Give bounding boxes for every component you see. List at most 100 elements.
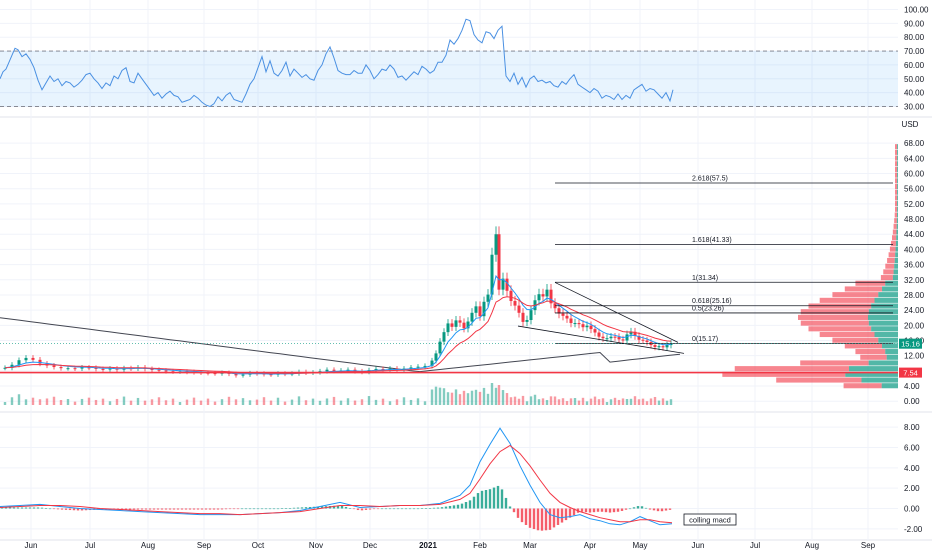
- candle-body: [3, 367, 7, 369]
- volume-bar: [171, 398, 175, 405]
- macd-histogram-bar: [580, 508, 584, 512]
- price-tick-label: 64.00: [904, 154, 925, 163]
- candle-body: [633, 331, 637, 336]
- annotation-box[interactable]: [683, 513, 737, 526]
- volume-bar: [52, 396, 56, 405]
- macd-histogram-bar: [196, 508, 200, 510]
- candle-body: [613, 336, 617, 338]
- rsi-tick-label: 90.00: [904, 19, 925, 28]
- macd-histogram-bar: [264, 508, 268, 510]
- candle-body: [234, 373, 238, 376]
- macd-histogram-bar: [636, 506, 640, 509]
- price-tick-label: 60.00: [904, 170, 925, 179]
- candle-body: [605, 338, 609, 340]
- volume-profile-bar: [868, 320, 898, 326]
- macd-histogram-bar: [308, 506, 312, 509]
- volume-bar: [94, 399, 98, 405]
- volume-bar: [304, 400, 308, 405]
- volume-bar: [497, 385, 501, 405]
- macd-histogram-bar: [620, 508, 624, 511]
- volume-profile-bar: [887, 257, 895, 264]
- candle-body: [645, 340, 649, 343]
- volume-bar: [430, 389, 434, 405]
- volume-bar: [388, 401, 392, 405]
- macd-histogram-bar: [364, 508, 368, 510]
- macd-histogram-bar: [148, 508, 152, 510]
- volume-bar: [374, 399, 378, 405]
- rsi-tick-label: 70.00: [904, 47, 925, 56]
- macd-histogram-bar: [624, 508, 628, 510]
- volume-bar: [192, 397, 196, 405]
- price-tick-label: 52.00: [904, 200, 925, 209]
- candle-body: [466, 321, 470, 329]
- volume-profile-bar: [897, 149, 898, 155]
- annotation-colling-macd[interactable]: colling macd: [689, 516, 731, 525]
- candle-body: [561, 313, 565, 316]
- macd-histogram-bar: [508, 506, 512, 509]
- macd-histogram-bar: [28, 507, 32, 509]
- candle-body: [669, 343, 673, 346]
- macd-histogram-bar: [168, 508, 172, 510]
- macd-histogram-bar: [184, 508, 188, 510]
- macd-histogram-bar: [336, 505, 340, 509]
- macd-pane[interactable]: [0, 427, 673, 531]
- price-tick-label: 44.00: [904, 230, 925, 239]
- macd-histogram-bar: [416, 508, 420, 510]
- volume-bar: [108, 401, 112, 405]
- candle-body: [573, 323, 577, 325]
- macd-signal-line: [0, 444, 673, 524]
- candle-body: [509, 290, 513, 302]
- candle-body: [213, 373, 217, 375]
- volume-bar: [641, 398, 645, 405]
- macd-histogram-bar: [68, 508, 72, 511]
- volume-bar: [553, 396, 557, 405]
- macd-histogram-bar: [244, 508, 248, 510]
- volume-bar: [178, 402, 182, 405]
- volume-profile-bar: [845, 371, 898, 377]
- volume-bar: [416, 398, 420, 405]
- macd-histogram-bar: [232, 508, 236, 510]
- volume-bar: [115, 398, 119, 405]
- volume-bar: [557, 399, 561, 405]
- volume-bar: [505, 393, 509, 405]
- rsi-tick-label: 50.00: [904, 75, 925, 84]
- volume-bar: [597, 399, 601, 405]
- price-pane[interactable]: 2.618(57.5) 1.618(41.33) 1(31.34) 0.618(25.…: [0, 144, 898, 405]
- volume-profile-bar: [895, 252, 898, 258]
- volume-profile-bar: [897, 201, 898, 207]
- macd-histogram-bar: [128, 508, 132, 510]
- macd-histogram-bar: [452, 505, 456, 509]
- volume-bar: [66, 399, 70, 405]
- volume-bar: [129, 400, 133, 405]
- volume-profile-bar: [885, 349, 898, 355]
- volume-profile-bar: [874, 297, 898, 303]
- volume-bar: [3, 402, 7, 405]
- macd-histogram-bar: [208, 508, 212, 510]
- macd-tick-label: 2.00: [904, 484, 920, 493]
- macd-histogram-bar: [220, 508, 224, 510]
- volume-profile-bar: [895, 206, 898, 212]
- volume-bar: [653, 396, 657, 405]
- rsi-pane[interactable]: [0, 18, 898, 108]
- volume-bar: [669, 399, 673, 405]
- macd-histogram-bar: [396, 508, 400, 510]
- candle-body: [661, 346, 665, 348]
- volume-profile-bar: [844, 286, 883, 292]
- volume-bar: [185, 399, 189, 405]
- macd-histogram-bar: [376, 508, 380, 510]
- macd-histogram-bar: [296, 507, 300, 509]
- macd-tick-label: -2.00: [904, 525, 923, 534]
- volume-bar: [446, 392, 450, 405]
- macd-histogram-bar: [668, 508, 672, 510]
- volume-profile-bar: [892, 229, 897, 235]
- volume-bar: [353, 400, 357, 405]
- candle-body: [458, 320, 462, 323]
- volume-bar: [462, 390, 466, 405]
- macd-histogram-bar: [492, 487, 496, 509]
- candle-body: [80, 367, 84, 369]
- volume-bar: [569, 398, 573, 405]
- volume-bar: [625, 399, 629, 405]
- volume-profile-bar: [881, 383, 898, 389]
